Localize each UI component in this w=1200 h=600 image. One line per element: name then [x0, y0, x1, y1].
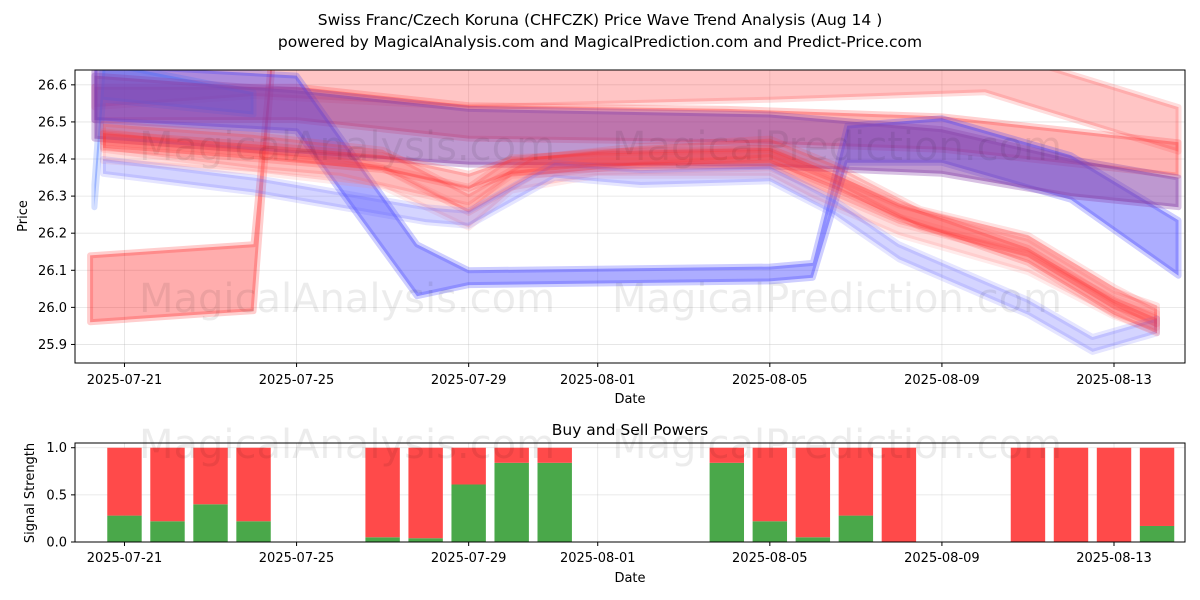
price-y-tick-label-7: 26.6	[38, 78, 67, 93]
buy-bar-10	[752, 521, 788, 542]
sell-bar-0	[107, 447, 142, 516]
price-wave-band-8	[100, 120, 1160, 331]
sell-bar-6	[451, 447, 486, 485]
price-y-label: Price	[16, 200, 31, 232]
price-y-tick-label-1: 26.0	[38, 301, 67, 316]
buy-bar-4	[365, 537, 400, 542]
signal-y-tick-label-1: 0.5	[46, 488, 67, 503]
signal-bars	[107, 447, 1175, 542]
price-y-tick-label-4: 26.3	[38, 190, 67, 205]
figure-title: Swiss Franc/Czech Koruna (CHFCZK) Price …	[318, 11, 883, 29]
price-x-tick-label-0: 2025-07-21	[87, 373, 163, 388]
sell-bar-15	[1053, 447, 1089, 542]
price-y-tick-label-2: 26.1	[38, 264, 67, 279]
watermark-top-3: MagicalAnalysis.com	[139, 276, 555, 322]
buy-bar-2	[193, 504, 228, 542]
buy-bar-11	[795, 537, 831, 542]
sell-bar-5	[408, 447, 443, 539]
signal-x-tick-label-0: 2025-07-21	[87, 551, 163, 566]
sell-bar-16	[1096, 447, 1132, 542]
price-chart: MagicalAnalysis.com MagicalPrediction.co…	[16, 69, 1186, 407]
price-x-tick-label-1: 2025-07-25	[259, 373, 335, 388]
price-y-tick-label-0: 25.9	[38, 338, 67, 353]
watermark-bottom-2: MagicalPrediction.com	[612, 422, 1062, 468]
sell-bar-13	[881, 447, 917, 542]
price-series	[87, 70, 1182, 355]
price-wave-band-10	[100, 130, 1160, 337]
buy-bar-7	[494, 462, 529, 542]
price-axes-frame	[74, 69, 1186, 364]
signal-x-ticks: 2025-07-21 2025-07-25 2025-07-29 2025-08-01…	[87, 542, 1152, 566]
signal-x-label: Date	[614, 571, 645, 586]
buy-bar-0	[107, 515, 142, 542]
price-y-tick-label-3: 26.2	[38, 227, 67, 242]
sell-bar-10	[752, 447, 788, 522]
signal-chart-title: Buy and Sell Powers	[552, 421, 709, 439]
price-y-tick-label-6: 26.5	[38, 115, 67, 130]
price-x-ticks: 2025-07-21 2025-07-25 2025-07-29 2025-08-01…	[87, 363, 1152, 388]
sell-bar-1	[150, 447, 185, 522]
sell-bar-2	[193, 447, 228, 505]
signal-y-label: Signal Strength	[23, 443, 38, 543]
sell-bar-9	[709, 447, 745, 463]
price-x-tick-label-5: 2025-08-09	[904, 373, 980, 388]
sell-bar-17	[1139, 447, 1175, 526]
buy-bar-5	[408, 538, 443, 542]
price-wave-band-5	[91, 72, 1182, 211]
buy-bar-12	[838, 515, 874, 542]
sell-bar-12	[838, 447, 874, 516]
watermark-top-4: MagicalPrediction.com	[612, 276, 1062, 322]
signal-x-tick-label-6: 2025-08-13	[1076, 551, 1152, 566]
signal-x-tick-label-1: 2025-07-25	[259, 551, 335, 566]
buy-bar-1	[150, 521, 185, 542]
price-x-tick-label-3: 2025-08-01	[560, 373, 636, 388]
signal-x-tick-label-5: 2025-08-09	[904, 551, 980, 566]
figure-subtitle: powered by MagicalAnalysis.com and Magic…	[278, 33, 922, 51]
watermark-top-1: MagicalAnalysis.com	[139, 124, 555, 170]
sell-bar-3	[236, 447, 271, 522]
price-x-label: Date	[614, 392, 645, 407]
signal-x-tick-label-2: 2025-07-29	[431, 551, 507, 566]
price-wave-band-0	[87, 70, 276, 326]
signal-x-tick-label-3: 2025-08-01	[560, 551, 636, 566]
signal-y-ticks: 0.0 0.5 1.0	[46, 441, 75, 551]
sell-bar-4	[365, 447, 400, 538]
signal-axes-frame	[74, 442, 1186, 543]
watermark-top-2: MagicalPrediction.com	[612, 124, 1062, 170]
signal-x-tick-label-4: 2025-08-05	[732, 551, 808, 566]
signal-chart: Buy and Sell Powers MagicalAnalysis.com …	[23, 421, 1186, 586]
price-x-tick-label-6: 2025-08-13	[1076, 373, 1152, 388]
buy-bar-3	[236, 521, 271, 542]
price-wave-band-6	[100, 128, 1160, 328]
buy-bar-9	[709, 462, 745, 542]
price-x-tick-label-2: 2025-07-29	[431, 373, 507, 388]
price-wave-band-9	[100, 156, 1160, 355]
signal-y-tick-label-0: 0.0	[46, 536, 67, 551]
price-x-tick-label-4: 2025-08-05	[732, 373, 808, 388]
sell-bar-14	[1010, 447, 1046, 542]
sell-bar-11	[795, 447, 831, 538]
sell-bar-7	[494, 447, 529, 463]
buy-bar-17	[1139, 525, 1175, 542]
price-wave-band-7	[100, 139, 1160, 335]
signal-y-tick-label-2: 1.0	[46, 441, 67, 456]
price-y-ticks: 25.9 26.0 26.1 26.2 26.3 26.4 26.5 26.6	[38, 78, 75, 353]
sell-bar-8	[537, 447, 572, 463]
watermark-bottom-1: MagicalAnalysis.com	[139, 422, 555, 468]
buy-bar-8	[537, 462, 572, 542]
buy-bar-6	[451, 484, 486, 542]
price-y-tick-label-5: 26.4	[38, 153, 67, 168]
